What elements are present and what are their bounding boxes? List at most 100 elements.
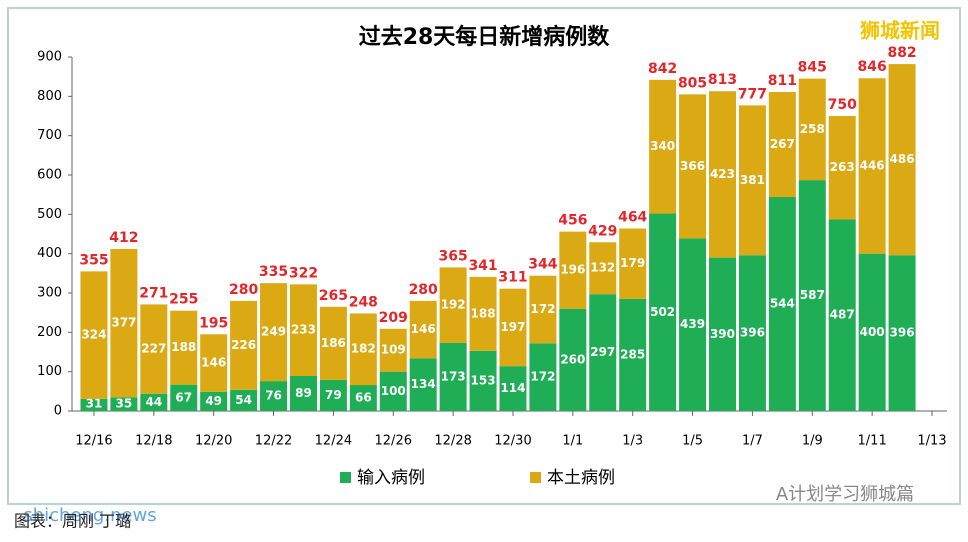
value-label: 267 xyxy=(770,137,795,151)
value-label: 263 xyxy=(830,160,855,174)
value-label: 49 xyxy=(205,394,222,408)
total-label: 365 xyxy=(439,248,468,264)
x-tick-label: 1/5 xyxy=(682,434,703,449)
bar-segment xyxy=(140,304,168,394)
bar-segment xyxy=(409,358,437,411)
value-label: 146 xyxy=(201,356,226,370)
value-label: 400 xyxy=(860,325,885,339)
total-label: 811 xyxy=(768,73,797,89)
value-label: 132 xyxy=(590,261,615,275)
value-label: 249 xyxy=(261,325,286,339)
total-label: 280 xyxy=(409,282,438,298)
value-label: 285 xyxy=(620,347,645,361)
bar-segment xyxy=(679,238,707,411)
legend-swatch xyxy=(340,472,351,483)
bar-segment xyxy=(888,255,916,411)
value-label: 226 xyxy=(231,338,256,352)
total-label: 280 xyxy=(229,282,258,298)
value-label: 502 xyxy=(650,305,675,319)
value-label: 377 xyxy=(111,316,136,330)
bar-segment xyxy=(499,288,527,367)
total-label: 882 xyxy=(887,45,916,61)
x-tick-label: 1/13 xyxy=(917,434,946,449)
bar-segment xyxy=(679,94,707,239)
bar-segment xyxy=(260,283,288,382)
value-label: 381 xyxy=(740,173,765,187)
bar-segment xyxy=(888,64,916,256)
y-tick-label: 100 xyxy=(37,364,62,379)
y-tick-label: 800 xyxy=(37,89,62,104)
bar-segment xyxy=(499,366,527,411)
total-label: 335 xyxy=(259,264,288,280)
bar-segment xyxy=(619,228,647,299)
bar-segment xyxy=(439,267,467,343)
total-label: 209 xyxy=(379,310,408,326)
bar-segment xyxy=(319,306,347,380)
value-label: 260 xyxy=(560,352,585,366)
x-tick-label: 12/30 xyxy=(494,434,531,449)
value-label: 134 xyxy=(411,377,436,391)
value-label: 390 xyxy=(710,327,735,341)
total-label: 311 xyxy=(498,270,527,286)
total-label: 750 xyxy=(828,97,857,113)
total-label: 813 xyxy=(708,72,737,88)
value-label: 324 xyxy=(81,328,106,342)
value-label: 297 xyxy=(590,345,615,359)
total-label: 341 xyxy=(468,258,497,274)
bar-segment xyxy=(349,313,377,386)
bar-segment xyxy=(289,284,317,376)
y-tick-label: 600 xyxy=(37,168,62,183)
bar-segment xyxy=(319,379,347,411)
bar-segment xyxy=(529,275,557,344)
total-label: 265 xyxy=(319,288,348,304)
value-label: 153 xyxy=(471,373,496,387)
x-tick-label: 1/7 xyxy=(742,434,763,449)
value-label: 396 xyxy=(890,326,915,340)
watermark: 狮城新闻 xyxy=(860,19,940,43)
bar-segment xyxy=(589,242,617,295)
x-tick-label: 12/24 xyxy=(315,434,352,449)
total-label: 456 xyxy=(558,213,587,229)
bar-segment xyxy=(439,342,467,411)
bar-segment xyxy=(289,375,317,411)
y-tick-label: 500 xyxy=(37,207,62,222)
value-label: 227 xyxy=(141,342,166,356)
bar-segment xyxy=(649,79,677,214)
value-label: 109 xyxy=(381,343,406,357)
value-label: 79 xyxy=(325,388,342,402)
bar-segment xyxy=(409,300,437,359)
value-label: 487 xyxy=(830,308,855,322)
value-label: 258 xyxy=(800,122,825,136)
bar-segment xyxy=(170,384,198,411)
bar-segment xyxy=(738,255,766,411)
value-label: 35 xyxy=(116,397,133,411)
bar-segment xyxy=(170,310,198,385)
bar-segment xyxy=(559,308,587,411)
total-label: 412 xyxy=(109,230,138,246)
bar-segment xyxy=(738,105,766,256)
bar-segment xyxy=(230,389,258,411)
value-label: 100 xyxy=(381,384,406,398)
value-label: 587 xyxy=(800,288,825,302)
value-label: 67 xyxy=(175,390,192,404)
x-tick-label: 12/16 xyxy=(75,434,112,449)
value-label: 446 xyxy=(860,158,885,172)
bar-segment xyxy=(379,328,407,372)
value-label: 196 xyxy=(560,263,585,277)
value-label: 340 xyxy=(650,139,675,153)
y-tick-label: 900 xyxy=(37,50,62,65)
value-label: 54 xyxy=(235,393,252,407)
bar-segment xyxy=(140,393,168,411)
x-tick-label: 1/3 xyxy=(622,434,643,449)
total-label: 777 xyxy=(738,86,767,102)
bar-segment xyxy=(589,294,617,411)
total-label: 322 xyxy=(289,265,318,281)
value-label: 31 xyxy=(86,397,103,411)
value-label: 172 xyxy=(530,302,555,316)
total-label: 271 xyxy=(139,285,168,301)
value-label: 544 xyxy=(770,297,795,311)
value-label: 114 xyxy=(500,381,525,395)
value-label: 179 xyxy=(620,256,645,270)
bar-segment xyxy=(828,116,856,220)
